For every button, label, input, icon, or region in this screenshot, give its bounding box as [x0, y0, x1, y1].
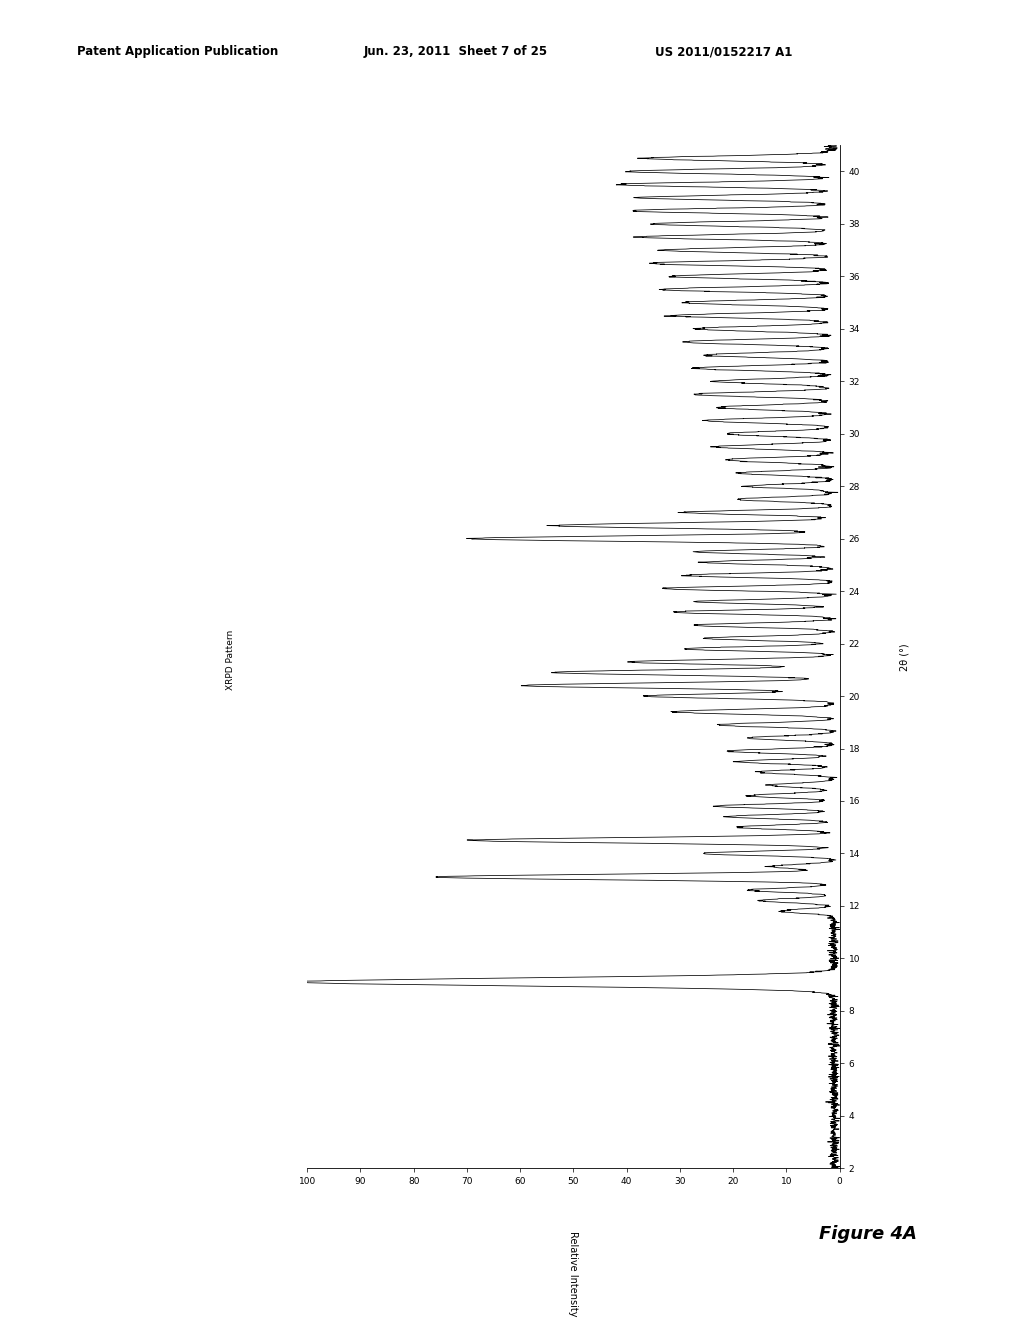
Text: XRPD Pattern: XRPD Pattern	[226, 630, 234, 690]
Text: Patent Application Publication: Patent Application Publication	[77, 45, 279, 58]
Text: Jun. 23, 2011  Sheet 7 of 25: Jun. 23, 2011 Sheet 7 of 25	[364, 45, 548, 58]
Text: US 2011/0152217 A1: US 2011/0152217 A1	[655, 45, 793, 58]
X-axis label: Relative Intensity: Relative Intensity	[568, 1230, 579, 1316]
Y-axis label: 2θ (°): 2θ (°)	[899, 643, 909, 671]
Text: Figure 4A: Figure 4A	[819, 1225, 918, 1243]
